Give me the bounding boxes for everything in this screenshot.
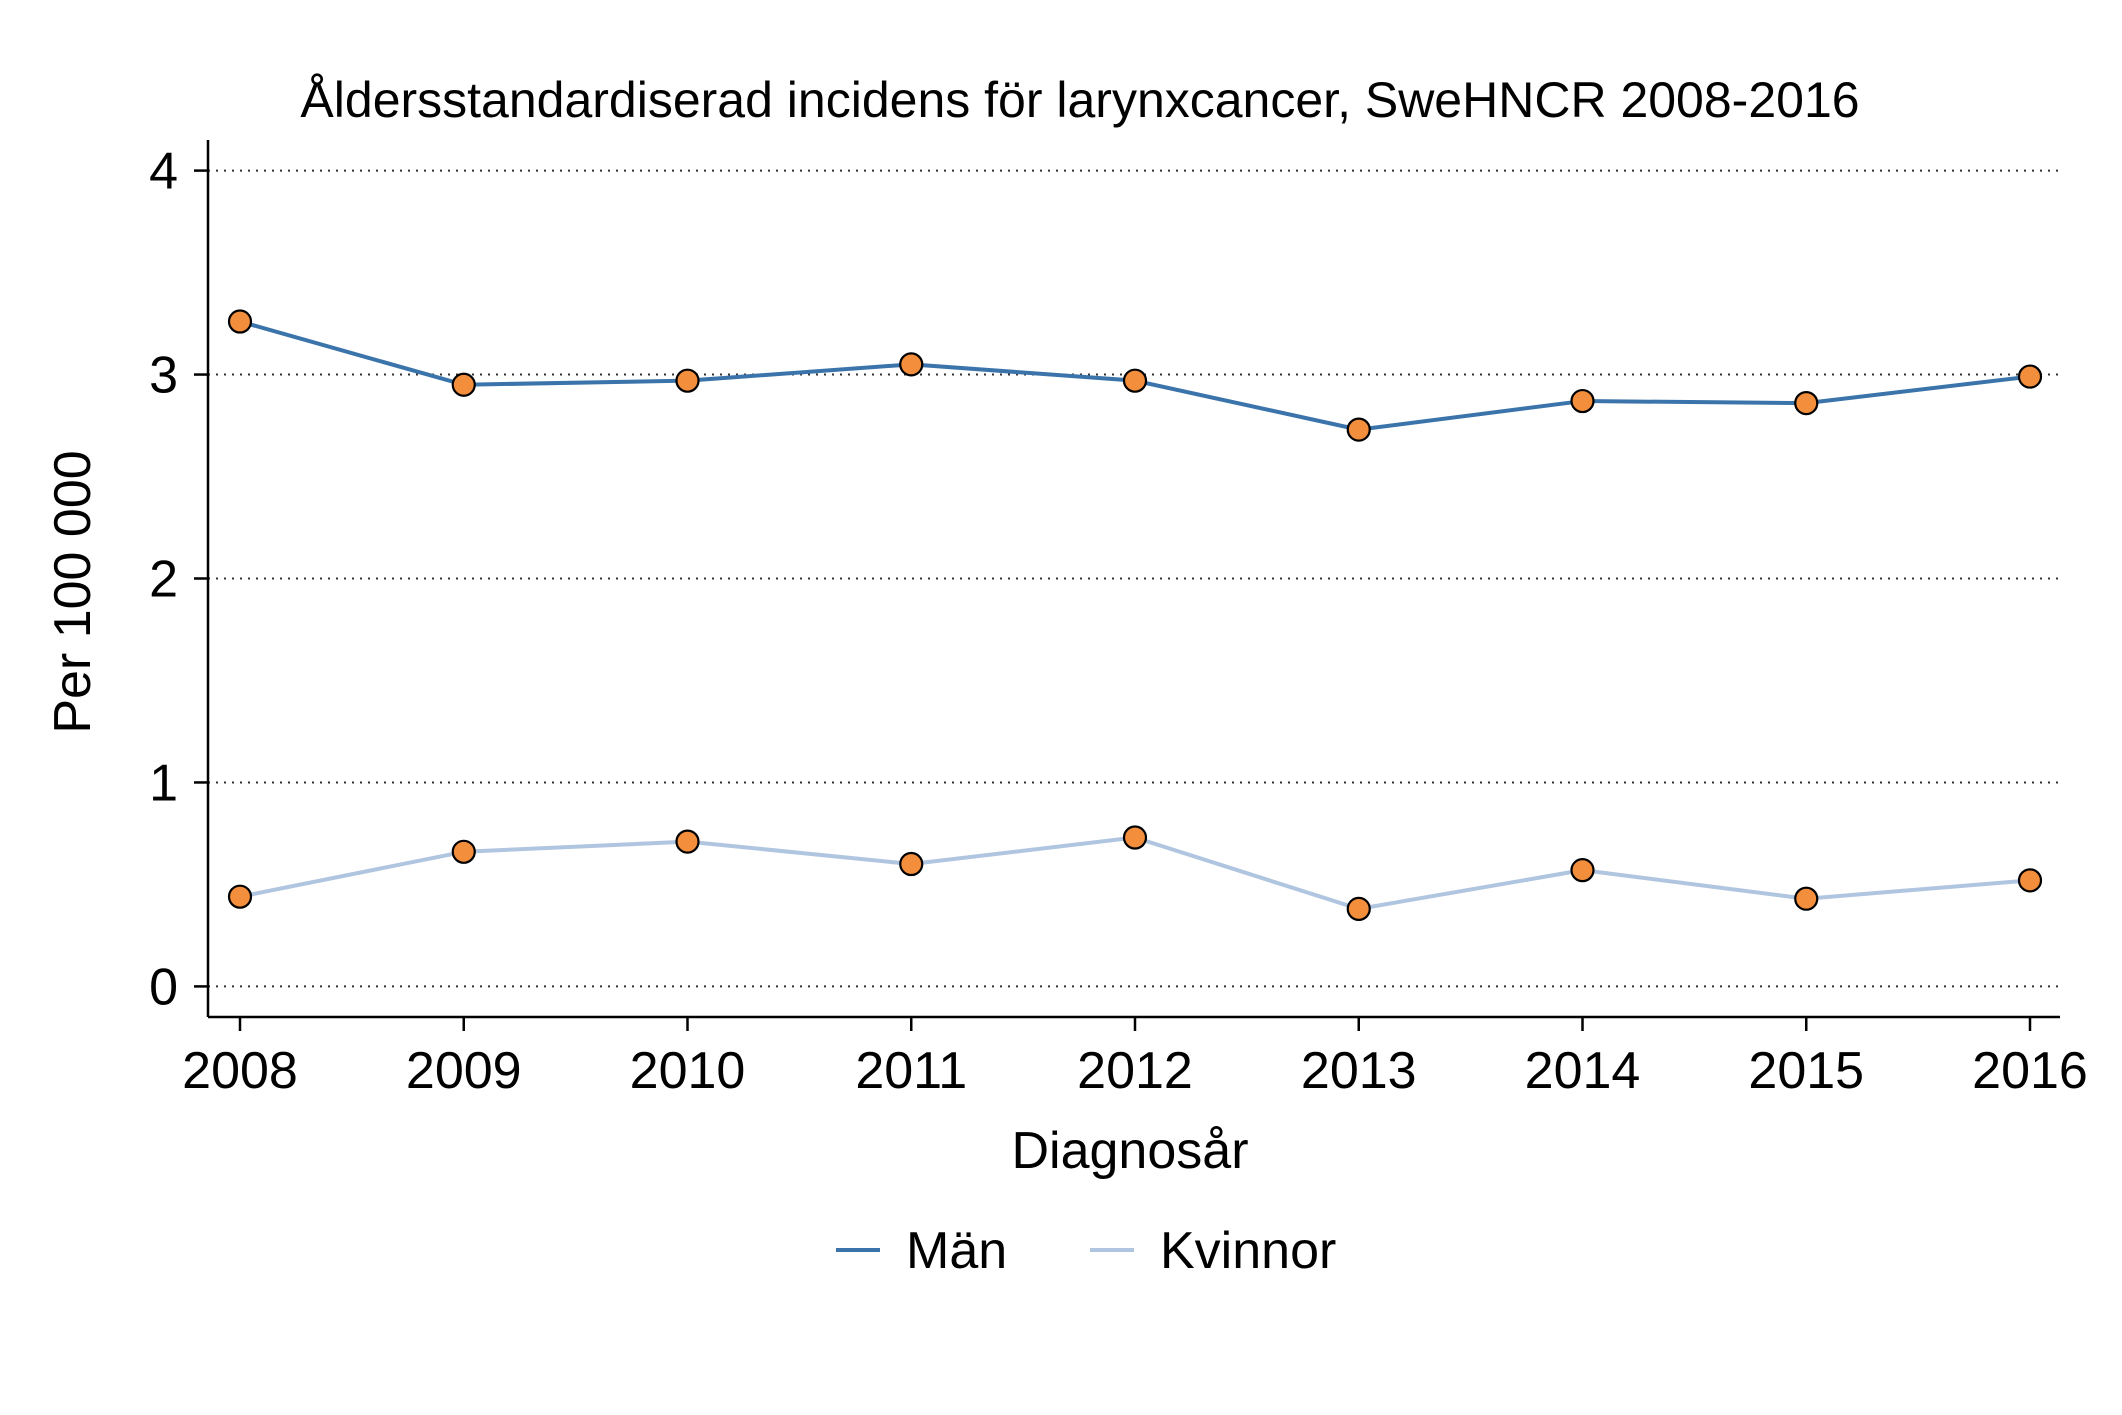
x-tick-label: 2014 — [1525, 1042, 1641, 1100]
y-axis-title: Per 100 000 — [44, 450, 102, 733]
series-man — [227, 309, 2043, 442]
data-point — [227, 884, 253, 909]
series-layer — [227, 309, 2043, 922]
chart-title: Åldersstandardiserad incidens för larynx… — [300, 72, 1859, 128]
data-point — [451, 839, 476, 864]
x-tick-label: 2016 — [1972, 1042, 2088, 1100]
y-tick-label: 2 — [149, 551, 178, 609]
data-point — [1570, 858, 1595, 883]
y-axis-ticks: 0 1 2 3 4 — [149, 143, 208, 1016]
data-point — [1122, 368, 1148, 393]
x-tick-label: 2015 — [1748, 1042, 1864, 1100]
legend-label: Kvinnor — [1160, 1222, 1336, 1280]
data-point — [1570, 388, 1595, 414]
data-point — [227, 309, 253, 334]
data-point — [1794, 886, 1819, 911]
y-tick-label: 4 — [149, 143, 178, 201]
x-tick-label: 2013 — [1301, 1042, 1417, 1100]
data-point — [675, 829, 700, 854]
data-point — [2017, 868, 2043, 893]
data-point — [1346, 417, 1371, 442]
data-point — [1794, 391, 1819, 416]
legend-label: Män — [906, 1222, 1007, 1280]
legend-item: Män — [836, 1222, 1007, 1280]
x-tick-label: 2009 — [406, 1042, 522, 1100]
data-point — [675, 368, 700, 393]
data-point — [2017, 364, 2043, 389]
x-axis-title: Diagnosår — [1011, 1122, 1248, 1180]
data-point — [899, 352, 924, 377]
legend-item: Kvinnor — [1090, 1222, 1336, 1280]
x-axis-ticks: 2008 2009 2010 2011 2012 2013 2014 2015 2016 — [182, 1017, 2088, 1100]
legend: Män Kvinnor — [836, 1222, 1336, 1280]
data-point — [899, 851, 924, 877]
x-tick-label: 2011 — [855, 1042, 967, 1100]
y-tick-label: 0 — [149, 958, 178, 1016]
data-point — [451, 372, 476, 397]
x-tick-label: 2010 — [630, 1042, 746, 1100]
data-point — [1122, 825, 1148, 850]
x-tick-label: 2008 — [182, 1042, 298, 1100]
series-kvinnor — [227, 825, 2043, 922]
data-point — [1346, 896, 1371, 922]
y-tick-label: 3 — [149, 347, 178, 405]
x-tick-label: 2012 — [1077, 1042, 1193, 1100]
y-tick-label: 1 — [149, 754, 178, 812]
